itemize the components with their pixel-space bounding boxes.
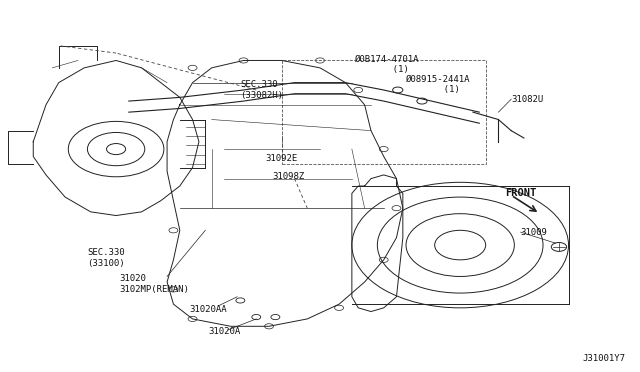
- Text: 31020AA: 31020AA: [189, 305, 227, 314]
- Circle shape: [551, 243, 566, 251]
- Text: SEC.330
(33082H): SEC.330 (33082H): [241, 80, 284, 100]
- Text: FRONT: FRONT: [505, 188, 536, 198]
- Circle shape: [417, 98, 427, 104]
- Text: 31092E: 31092E: [266, 154, 298, 163]
- Circle shape: [252, 314, 260, 320]
- Text: 31020
3102MP(REMAN): 31020 3102MP(REMAN): [119, 274, 189, 294]
- Text: 31082U: 31082U: [511, 95, 543, 104]
- Text: SEC.330
(33100): SEC.330 (33100): [88, 248, 125, 268]
- Circle shape: [393, 87, 403, 93]
- Text: J31001Y7: J31001Y7: [583, 354, 626, 363]
- Circle shape: [271, 314, 280, 320]
- Text: 31009: 31009: [521, 228, 548, 237]
- Text: 31020A: 31020A: [209, 327, 241, 336]
- Circle shape: [236, 298, 245, 303]
- Text: 31098Z: 31098Z: [272, 172, 305, 181]
- Text: Ø08915-2441A
       (1): Ø08915-2441A (1): [406, 75, 470, 94]
- Text: Ø0B174-4701A
       (1): Ø0B174-4701A (1): [355, 54, 420, 74]
- Bar: [282, 61, 486, 164]
